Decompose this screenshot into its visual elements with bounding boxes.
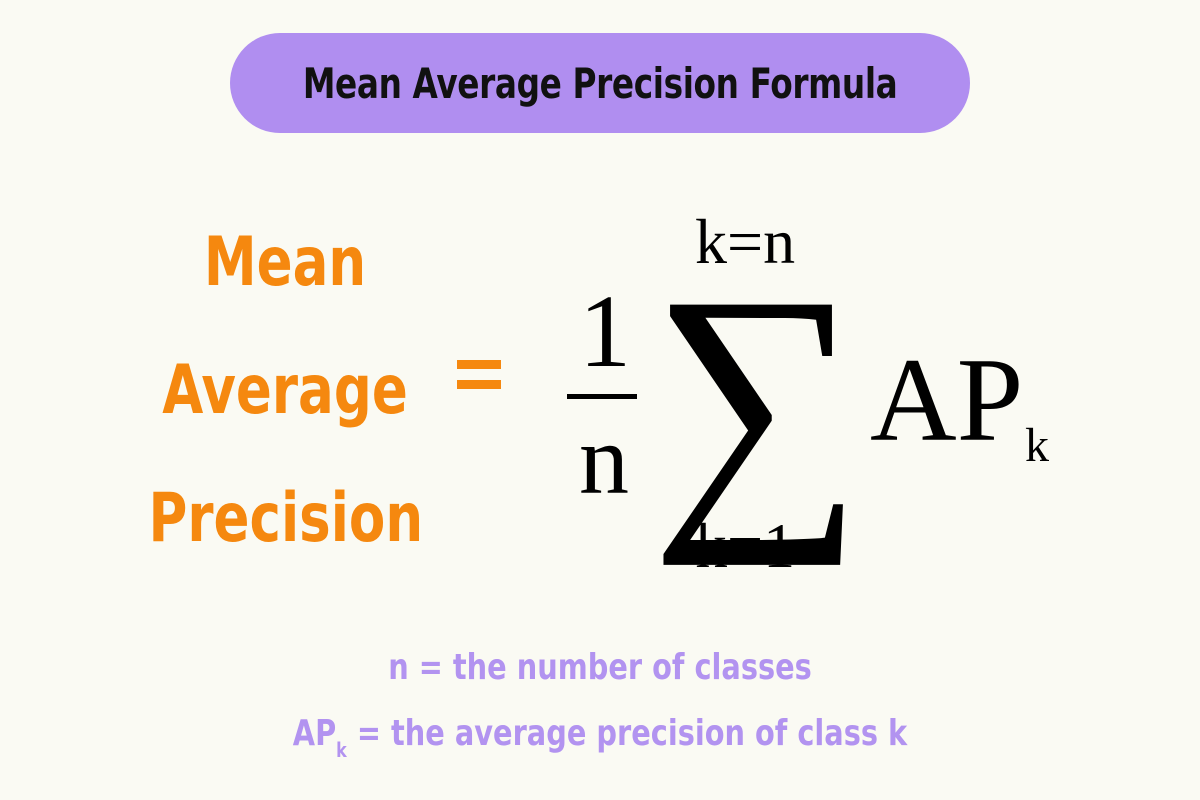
legend-n-definition: n = the number of classes (388, 647, 812, 688)
sum-lower-limit: k=1 (695, 510, 796, 581)
legend-ap-definition: APk = the average precision of class k (120, 713, 1080, 762)
equals-bar-top (457, 360, 501, 369)
lhs-word-average: Average (162, 351, 408, 430)
fraction-bar (567, 394, 637, 399)
legend-ap-subscript: k (336, 738, 347, 762)
sum-upper-limit: k=n (695, 206, 796, 277)
ap-term: AP (870, 333, 1024, 466)
ap-term-subscript: k (1025, 419, 1049, 472)
summation-symbol: ∑ (650, 234, 864, 566)
legend-ap-symbol: AP (292, 713, 337, 754)
title-banner: Mean Average Precision Formula (230, 33, 970, 133)
fraction-numerator: 1 (579, 274, 631, 389)
equals-sign (447, 350, 511, 400)
fraction-denominator: n (579, 404, 629, 515)
lhs-word-precision: Precision (148, 479, 424, 558)
equals-bar-bottom (457, 380, 501, 389)
lhs-word-mean: Mean (203, 223, 367, 302)
formula-lhs: Mean Average Precision (110, 205, 460, 575)
legend-ap-text: = the average precision of class k (346, 713, 908, 754)
page-title: Mean Average Precision Formula (302, 58, 898, 108)
